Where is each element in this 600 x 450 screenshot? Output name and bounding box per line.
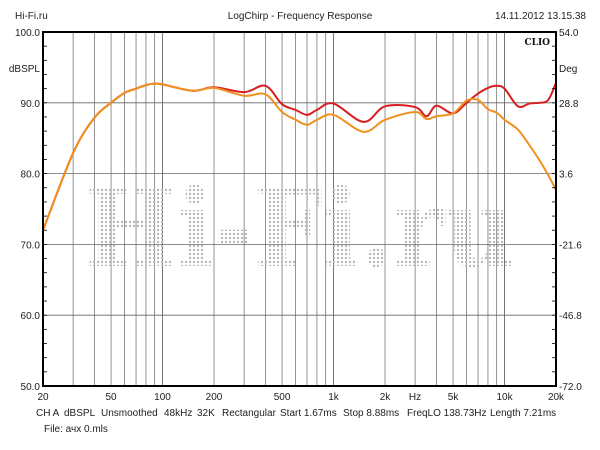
y-tick-label: 80.0 — [21, 170, 41, 181]
watermark-logo: Hi-Fi.ru — [85, 166, 515, 292]
header-site: Hi-Fi.ru — [15, 11, 48, 22]
x-tick-label: 10k — [496, 392, 513, 403]
y-axis-right-label: Deg — [559, 64, 577, 75]
x-tick-label: 100 — [154, 392, 171, 403]
x-tick-label: 5k — [448, 392, 460, 403]
x-tick-label: 1k — [328, 392, 340, 403]
footer-info-item: Start 1.67ms — [280, 408, 337, 419]
x-tick-label: 20 — [37, 392, 49, 403]
y-tick-label: 100.0 — [15, 28, 40, 39]
x-tick-label: 500 — [274, 392, 291, 403]
footer-info-item: Unsmoothed — [101, 408, 158, 419]
y-tick-label: 90.0 — [21, 99, 41, 110]
plot-frame — [42, 31, 557, 387]
x-tick-label: 200 — [206, 392, 223, 403]
footer-info-item: FreqLO 138.73Hz — [407, 408, 487, 419]
x-tick-label: 2k — [380, 392, 392, 403]
footer-info-item: CH A — [36, 408, 60, 419]
y-axis-label: dBSPL — [9, 64, 41, 75]
y-tick-label-right: -72.0 — [559, 382, 582, 393]
y-tick-label: 50.0 — [21, 382, 41, 393]
series-group — [42, 82, 557, 231]
footer-info-item: dBSPL — [64, 408, 96, 419]
y-tick-label-right: 28.8 — [559, 99, 579, 110]
y-tick-label-right: 54.0 — [559, 28, 579, 39]
series-line-orange — [42, 82, 557, 231]
footer-file: File: ачх 0.mls — [44, 424, 108, 435]
grid — [43, 32, 556, 386]
y-tick-label: 70.0 — [21, 240, 41, 251]
x-tick-label: 20k — [548, 392, 565, 403]
y-tick-label-right: -21.6 — [559, 240, 582, 251]
footer-info-item: 48kHz — [164, 408, 192, 419]
y-tick-label: 60.0 — [21, 311, 41, 322]
footer-info-item: Rectangular — [222, 408, 277, 419]
y-tick-label-right: 3.6 — [559, 170, 573, 181]
axes: 100.0 90.0 80.0 70.0 60.0 50.0 54.0 28.8 3.6 -21.… — [15, 28, 582, 403]
x-axis-unit-label: Hz — [409, 392, 421, 403]
x-tick-label: 50 — [105, 392, 117, 403]
chart-title: LogChirp - Frequency Response — [228, 11, 373, 22]
footer-info-item: 32K — [197, 408, 215, 419]
y-tick-label-right: -46.8 — [559, 311, 582, 322]
footer-info-item: Stop 8.88ms — [343, 408, 399, 419]
clio-label: CLIO — [524, 38, 550, 48]
footer-info-item: Length 7.21ms — [490, 408, 556, 419]
header-timestamp: 14.11.2012 13.15.38 — [495, 11, 586, 22]
